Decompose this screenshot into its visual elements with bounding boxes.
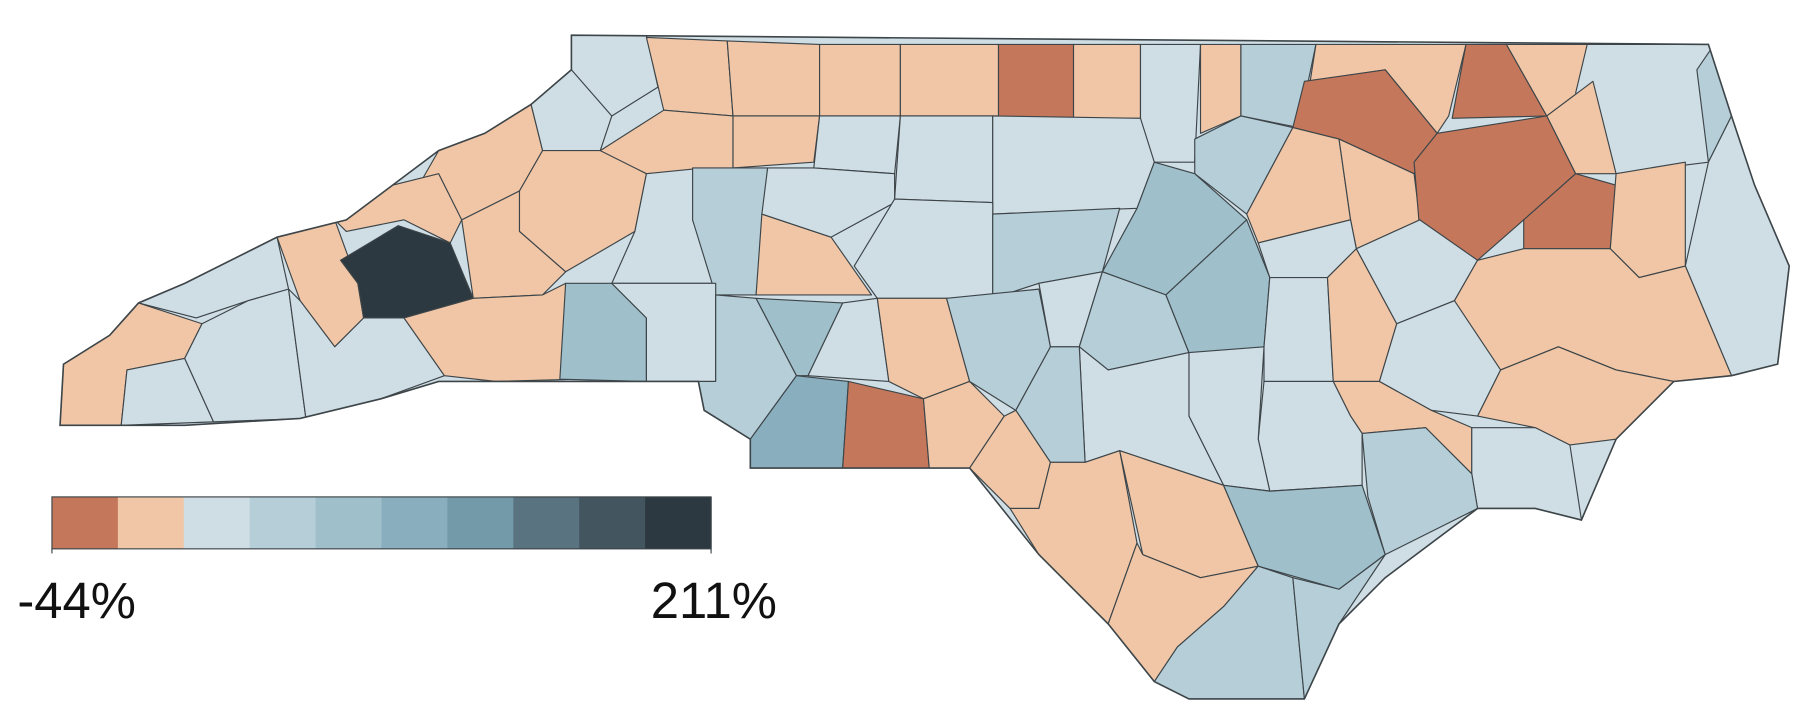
county: [732, 115, 821, 169]
legend-swatch: [513, 496, 580, 549]
legend-swatch: [249, 496, 317, 549]
counties: [60, 35, 1790, 699]
county: [1263, 277, 1334, 383]
county: [992, 115, 1155, 215]
legend-swatch: [645, 496, 712, 549]
county: [899, 43, 1000, 117]
county: [1072, 43, 1142, 119]
legend-swatch: [51, 496, 119, 549]
legend-swatch: [447, 496, 514, 549]
legend-frame: [51, 496, 712, 550]
legend-min-label: -44%: [17, 572, 136, 629]
county: [1153, 565, 1305, 699]
county: [997, 43, 1075, 119]
legend-swatch: [381, 496, 448, 549]
legend-max-label: 211%: [651, 572, 777, 629]
legend: [51, 496, 712, 554]
county: [692, 167, 769, 296]
county: [726, 40, 821, 117]
county: [334, 173, 463, 244]
county: [1292, 554, 1386, 699]
county: [894, 115, 994, 204]
legend-swatch: [315, 496, 383, 549]
county: [1139, 43, 1202, 163]
legend-swatch: [117, 496, 185, 549]
county: [813, 115, 901, 175]
county: [819, 43, 901, 117]
legend-swatch: [579, 496, 646, 549]
legend-swatch: [183, 496, 251, 549]
